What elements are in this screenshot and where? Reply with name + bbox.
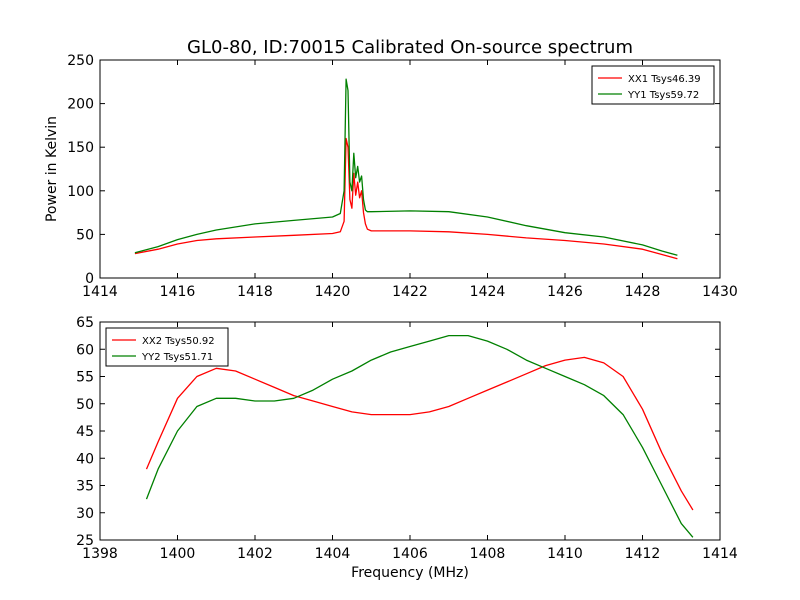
top-legend-box — [591, 65, 715, 105]
bottom-x-tick-label: 1410 — [547, 546, 583, 562]
top-y-axis-label: Power in Kelvin — [44, 116, 60, 222]
bottom-x-tick-label: 1404 — [315, 546, 351, 562]
bottom-y-tick-label: 50 — [76, 397, 94, 413]
top-x-tick-label: 1428 — [625, 284, 661, 300]
top-legend: XX1 Tsys46.39 YY1 Tsys59.72 — [591, 65, 715, 105]
chart-title: GL0-80, ID:70015 Calibrated On-source sp… — [187, 37, 633, 58]
top-x-tick-label: 1420 — [315, 284, 351, 300]
bottom-x-tick-label: 1412 — [625, 546, 661, 562]
bottom-y-tick-label: 60 — [76, 342, 94, 358]
bottom-y-tick-label: 65 — [76, 315, 94, 331]
top-x-tick-label: 1418 — [237, 284, 273, 300]
bottom-plot-panel: 1398 1400 1402 1404 1406 1408 1410 1412 1414 25 30… — [76, 315, 738, 562]
top-y-tick-label: 200 — [67, 97, 94, 113]
top-legend-label-2: YY1 Tsys59.72 — [627, 90, 699, 101]
top-x-tick-label: 1416 — [160, 284, 196, 300]
bottom-x-tick-label: 1414 — [702, 546, 738, 562]
top-y-tick-label: 50 — [76, 227, 94, 243]
top-series-line-1 — [134, 137, 678, 260]
bottom-y-tick-label: 45 — [76, 424, 94, 440]
top-x-tick-label: 1424 — [470, 284, 506, 300]
bottom-x-tick-label: 1402 — [237, 546, 273, 562]
bottom-legend-box — [105, 327, 229, 367]
bottom-legend-label-1: XX2 Tsys50.92 — [142, 336, 215, 347]
bottom-y-tick-label: 55 — [76, 370, 94, 386]
bottom-series-line-2 — [145, 334, 694, 538]
top-x-tick-label: 1414 — [82, 284, 118, 300]
top-series-line-2 — [134, 78, 678, 256]
top-legend-label-1: XX1 Tsys46.39 — [628, 74, 701, 85]
x-axis-label: Frequency (MHz) — [351, 565, 469, 581]
top-x-tick-label: 1430 — [702, 284, 738, 300]
bottom-series-line-1 — [145, 356, 694, 511]
bottom-y-tick-label: 35 — [76, 479, 94, 495]
bottom-y-tick-label: 30 — [76, 506, 94, 522]
top-x-tick-label: 1422 — [392, 284, 428, 300]
bottom-legend: XX2 Tsys50.92 YY2 Tsys51.71 — [105, 327, 229, 367]
bottom-x-tick-label: 1400 — [160, 546, 196, 562]
bottom-x-tick-label: 1398 — [82, 546, 118, 562]
bottom-legend-label-2: YY2 Tsys51.71 — [141, 352, 213, 363]
top-y-tick-label: 250 — [67, 53, 94, 69]
top-x-tick-label: 1426 — [547, 284, 583, 300]
top-y-tick-label: 0 — [85, 271, 94, 287]
bottom-x-tick-label: 1408 — [470, 546, 506, 562]
top-y-tick-label: 100 — [67, 184, 94, 200]
bottom-y-tick-label: 40 — [76, 451, 94, 467]
bottom-x-tick-label: 1406 — [392, 546, 428, 562]
top-y-tick-label: 150 — [67, 140, 94, 156]
bottom-y-tick-label: 25 — [76, 533, 94, 549]
top-plot-panel: 1414 1416 1418 1420 1422 1424 1426 1428 1430 0 50 1… — [44, 53, 738, 300]
